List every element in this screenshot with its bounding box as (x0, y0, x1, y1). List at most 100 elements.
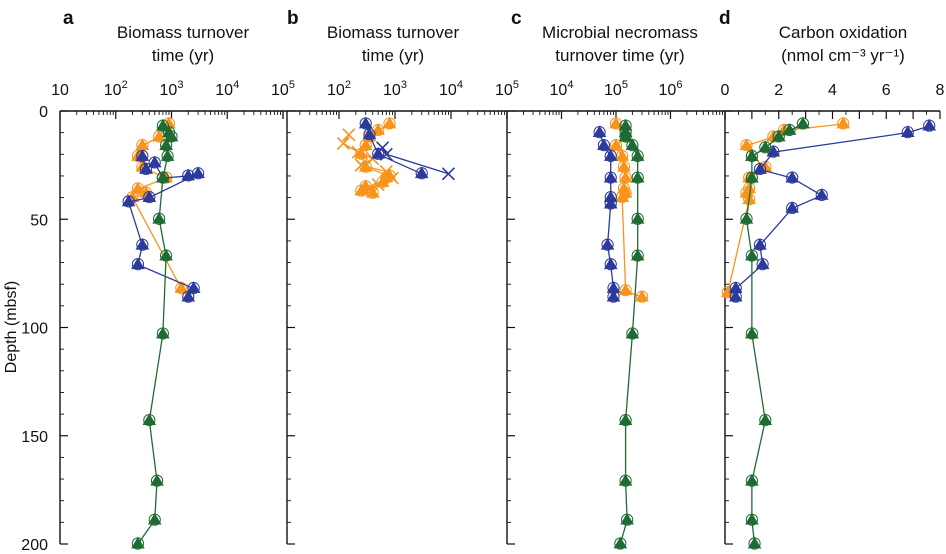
panel-c-blue-triangle-point-ring (604, 149, 617, 163)
panel-b-orange-triangle-point (354, 183, 369, 196)
panel-b-title-line1: Biomass turnover (327, 23, 460, 42)
panel-d-orange-triangle-point (836, 116, 851, 129)
panel-a-green-triangle-point-ring (165, 130, 178, 143)
panel-a-green-triangle-point-ring (153, 212, 166, 225)
panel-a-green-triangle-point-ring (131, 537, 145, 550)
panel-c-blue-triangle-point-ring (597, 139, 611, 152)
panel-c-series-group (592, 116, 649, 550)
panel-b-orange-cross-point (385, 171, 400, 185)
panel-c-x-tick-label: 105 (604, 79, 628, 99)
panel-b-blue-triangle-point (362, 127, 377, 140)
panel-b-orange-cross-point (351, 145, 365, 159)
panel-c-orange-triangle-point (635, 289, 649, 302)
panel-a-green-triangle-point-ring (148, 513, 161, 526)
panel-d-green-triangle-point (745, 149, 759, 161)
panel-d-green-triangle-point-ring (745, 149, 758, 163)
panel-a-orange-triangle-point (152, 129, 166, 142)
panel-a-green-triangle-point (159, 248, 173, 261)
panel-c-blue-triangle-point-ring (604, 258, 617, 271)
panel-c-green-triangle-point-ring (621, 513, 634, 526)
panel-a-green-triangle-point (142, 413, 157, 425)
panel-a-blue-triangle-point (121, 194, 136, 207)
depth-tick-label: 100 (21, 321, 48, 338)
panel-d-header: d Carbon oxidation (nmol cm⁻³ yr⁻¹) (719, 8, 907, 65)
panel-c-blue-triangle-point-ring (604, 171, 617, 184)
panel-d-blue-triangle-point-ring (786, 201, 799, 215)
panel-d-green-triangle-point-ring (745, 249, 758, 262)
panel-c-green-triangle-point (625, 326, 640, 339)
panel-a-series-group (121, 116, 205, 550)
panel-c-green-triangle-point (630, 170, 645, 183)
panel-d-blue-triangle-point-ring (901, 126, 914, 139)
panel-c-green-triangle-point (618, 413, 633, 425)
panel-a-blue-triangle-point (139, 162, 153, 174)
panel-b-blue-cross-point (379, 147, 393, 161)
panel-c-letter: c (511, 8, 522, 29)
panel-c-green-triangle-point-ring (619, 474, 632, 487)
data-layer (121, 116, 937, 550)
panel-d-green-triangle-point-ring (745, 474, 758, 487)
panel-d-blue-triangle-point (785, 170, 800, 183)
panel-d-x-tick-label: 0 (721, 82, 730, 99)
panel-c-title-line2: turnover time (yr) (555, 46, 684, 65)
panel-d-orange-triangle-point (739, 138, 754, 151)
panel-b-blue-triangle-point-ring (363, 128, 376, 141)
panel-d-title-line2: (nmol cm⁻³ yr⁻¹) (781, 46, 905, 65)
panel-a-green-triangle-point-ring (150, 474, 164, 487)
panel-a-x-tick-label: 102 (104, 79, 128, 99)
panel-a-blue-triangle-point-ring (182, 290, 195, 303)
panel-b-orange-cross-point-stroke (379, 165, 393, 179)
panel-d-green-triangle-point (745, 512, 759, 525)
panel-b-blue-cross-point-stroke (379, 147, 393, 161)
panel-a-green-triangle-point-ring (156, 327, 169, 340)
panel-a-green-triangle-point-ring (143, 413, 156, 427)
panel-d-green-triangle-point (782, 123, 797, 135)
panel-c-orange-triangle-point (615, 149, 630, 161)
panel-c-green-triangle-point (620, 512, 634, 525)
panel-a-title-line2: time (yr) (152, 46, 214, 65)
panel-b-orange-cross-point-stroke (342, 128, 356, 142)
panel-c-blue-triangle-point (597, 138, 611, 151)
panel-a-blue-triangle-point-ring (139, 162, 153, 176)
panel-a-blue-triangle-point (131, 257, 145, 270)
panel-b-blue-triangle-point (358, 116, 373, 129)
panel-a-blue-triangle-point-ring (136, 238, 149, 251)
panel-d-green-triangle-point (745, 326, 759, 339)
panel-a-blue-triangle-point-ring (187, 281, 200, 295)
panel-b-orange-cross-point-stroke (385, 171, 400, 185)
panel-a-green-triangle-point-ring (159, 249, 173, 262)
panel-a-green-triangle-point (159, 138, 173, 151)
depth-tick-label: 50 (30, 212, 48, 229)
panel-d-blue-triangle-point (922, 118, 937, 131)
panel-c-orange-triangle-point (618, 170, 633, 183)
panel-d-green-triangle-point (745, 248, 759, 261)
panel-a-green-triangle-point (156, 326, 170, 339)
panel-a-blue-triangle-point-ring (122, 195, 135, 208)
panel-a-x-tick-label: 103 (160, 79, 184, 99)
panel-d-blue-triangle-point-ring (786, 171, 799, 184)
panel-a-green-triangle-point (131, 536, 145, 549)
panel-b-orange-cross-point (362, 182, 377, 196)
panel-a-blue-triangle-point-ring (148, 156, 161, 169)
panel-a-blue-triangle-point-ring (143, 191, 156, 204)
panel-a-blue-triangle-point-ring (131, 258, 145, 271)
panel-a-letter: a (63, 8, 74, 29)
panel-a-x-tick-label: 104 (215, 79, 239, 99)
panel-c-header: c Microbial necromass turnover time (yr) (511, 8, 698, 65)
panel-c-green-triangle-point-ring (614, 537, 627, 550)
y-axis-label: Depth (mbsf) (3, 281, 20, 373)
panel-c-green-triangle-point-ring (631, 171, 644, 184)
panel-a-green-triangle-point-ring (156, 171, 169, 184)
panel-c-green-triangle-point-ring (619, 130, 632, 143)
panel-b-orange-cross-point-stroke (354, 158, 368, 172)
panel-d-green-triangle-point-ring (783, 123, 796, 137)
panel-b-orange-triangle-point-ring (383, 117, 396, 130)
panel-c-blue-triangle-point (603, 149, 618, 161)
panel-d-blue-triangle-point-ring (753, 238, 767, 251)
panel-b-orange-cross-point-stroke (371, 178, 385, 192)
panel-c-blue-triangle-point (603, 257, 618, 270)
panel-a-x-tick-label: 10 (51, 82, 69, 99)
panel-b-x-tick-label: 105 (495, 79, 519, 99)
panel-a-green-triangle-point-ring (161, 149, 174, 163)
panel-d-blue-triangle-point (785, 201, 800, 213)
